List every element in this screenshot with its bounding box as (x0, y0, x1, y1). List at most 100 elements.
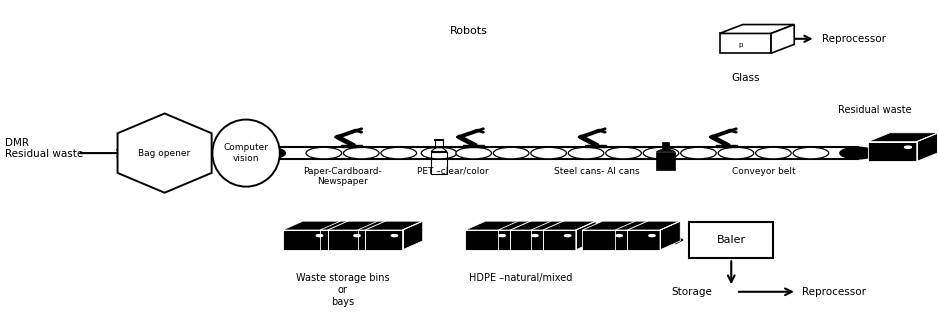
Polygon shape (576, 221, 596, 250)
Text: Waste storage bins
or
bays: Waste storage bins or bays (295, 273, 389, 307)
Polygon shape (320, 221, 386, 230)
Circle shape (725, 144, 729, 145)
Circle shape (493, 147, 529, 159)
Bar (689, 222, 774, 258)
Text: Steel cans- Al cans: Steel cans- Al cans (553, 166, 639, 176)
Polygon shape (719, 24, 794, 34)
Circle shape (756, 147, 791, 159)
Circle shape (709, 136, 715, 138)
Text: Paper-Cardboard-
Newspaper: Paper-Cardboard- Newspaper (303, 166, 382, 186)
Circle shape (343, 147, 379, 159)
Polygon shape (327, 221, 348, 250)
Polygon shape (531, 221, 596, 230)
Text: DMR
Residual waste: DMR Residual waste (6, 138, 83, 159)
Polygon shape (657, 149, 675, 152)
Polygon shape (510, 221, 531, 250)
Polygon shape (543, 221, 563, 250)
Circle shape (354, 235, 360, 237)
Text: Glass: Glass (731, 73, 760, 84)
Polygon shape (628, 221, 647, 250)
Circle shape (421, 147, 457, 159)
Polygon shape (582, 230, 628, 250)
Circle shape (606, 147, 642, 159)
Circle shape (904, 146, 912, 148)
Circle shape (457, 136, 461, 138)
Circle shape (354, 130, 358, 131)
Polygon shape (320, 230, 365, 250)
Circle shape (681, 147, 717, 159)
Polygon shape (465, 230, 510, 250)
Polygon shape (660, 221, 680, 250)
Text: p: p (738, 42, 743, 48)
Circle shape (568, 147, 604, 159)
Circle shape (499, 235, 506, 237)
Circle shape (335, 136, 340, 138)
Circle shape (565, 235, 571, 237)
Circle shape (250, 147, 285, 159)
Polygon shape (282, 230, 327, 250)
Circle shape (616, 235, 622, 237)
Text: Reprocessor: Reprocessor (822, 34, 886, 44)
Circle shape (793, 147, 828, 159)
Bar (585, 144, 606, 147)
Circle shape (579, 136, 583, 138)
Circle shape (649, 235, 655, 237)
Text: Storage: Storage (672, 287, 713, 297)
Circle shape (471, 143, 477, 146)
Polygon shape (582, 221, 647, 230)
Text: Baler: Baler (717, 235, 746, 245)
Text: Computer
vision: Computer vision (223, 143, 268, 163)
Polygon shape (117, 113, 212, 193)
Text: Bag opener: Bag opener (139, 149, 190, 158)
Polygon shape (719, 34, 771, 53)
Circle shape (719, 147, 754, 159)
Circle shape (723, 143, 730, 146)
Polygon shape (868, 142, 916, 161)
Bar (463, 144, 484, 147)
Circle shape (643, 147, 679, 159)
Polygon shape (498, 221, 563, 230)
Polygon shape (868, 133, 938, 142)
Polygon shape (402, 221, 423, 250)
Polygon shape (771, 24, 794, 53)
Bar (431, 152, 447, 174)
Bar (716, 144, 737, 147)
Bar (662, 142, 669, 149)
Circle shape (728, 130, 733, 131)
Bar (657, 152, 675, 170)
Polygon shape (282, 221, 348, 230)
Text: PET –clear/color: PET –clear/color (417, 166, 489, 176)
Text: HDPE –natural/mixed: HDPE –natural/mixed (469, 273, 572, 284)
Circle shape (349, 143, 356, 146)
Text: Reprocessor: Reprocessor (802, 287, 867, 297)
Circle shape (594, 144, 598, 145)
Circle shape (532, 235, 538, 237)
Text: Robots: Robots (450, 26, 488, 36)
Polygon shape (498, 230, 543, 250)
Polygon shape (357, 221, 423, 230)
Polygon shape (615, 230, 660, 250)
Circle shape (531, 147, 567, 159)
Circle shape (476, 130, 480, 131)
Polygon shape (357, 230, 402, 250)
Text: Conveyor belt: Conveyor belt (733, 166, 795, 176)
Text: Residual waste: Residual waste (838, 106, 912, 116)
Circle shape (592, 143, 598, 146)
Circle shape (456, 147, 492, 159)
Circle shape (306, 147, 341, 159)
Circle shape (316, 235, 323, 237)
Circle shape (472, 144, 476, 145)
Ellipse shape (212, 120, 280, 187)
Polygon shape (531, 230, 576, 250)
Bar (341, 144, 362, 147)
Polygon shape (365, 221, 386, 250)
Polygon shape (465, 221, 531, 230)
Circle shape (381, 147, 416, 159)
Polygon shape (615, 221, 680, 230)
Bar (267, 147, 857, 159)
Circle shape (350, 144, 354, 145)
Polygon shape (916, 133, 938, 161)
Circle shape (597, 130, 602, 131)
Circle shape (391, 235, 398, 237)
Circle shape (840, 147, 875, 159)
